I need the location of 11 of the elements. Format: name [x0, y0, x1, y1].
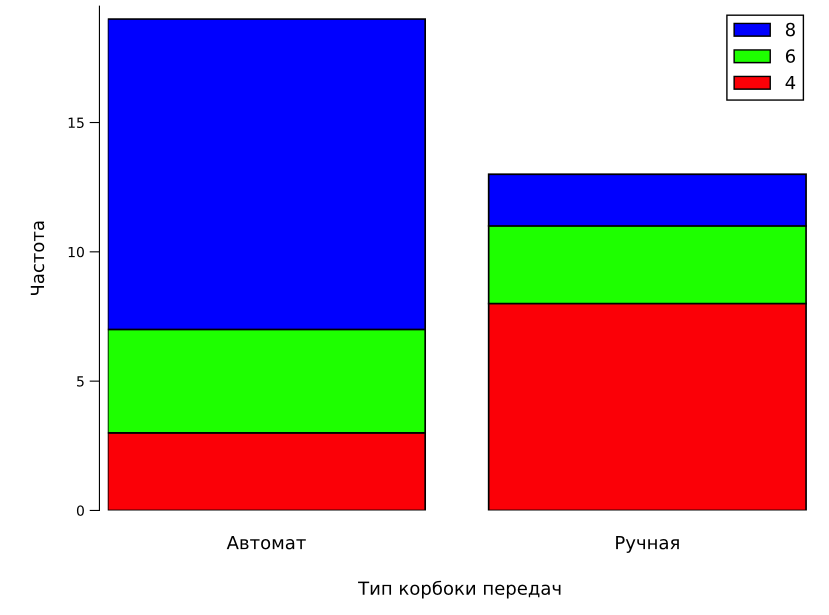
- y-tick-label: 0: [76, 505, 84, 516]
- y-tick-label: 15: [68, 118, 84, 128]
- y-tick-label: 5: [77, 376, 84, 387]
- legend-label: 4: [786, 76, 796, 90]
- y-tick-label: 10: [68, 246, 84, 258]
- legend-label: 8: [786, 22, 795, 36]
- x-tick-label: Ручная: [616, 536, 679, 553]
- x-axis-title: Тип корбоки передач: [358, 580, 560, 598]
- y-axis-title: Частота: [30, 222, 44, 296]
- x-tick-label: Автомат: [226, 536, 306, 550]
- legend-label: 6: [786, 49, 796, 63]
